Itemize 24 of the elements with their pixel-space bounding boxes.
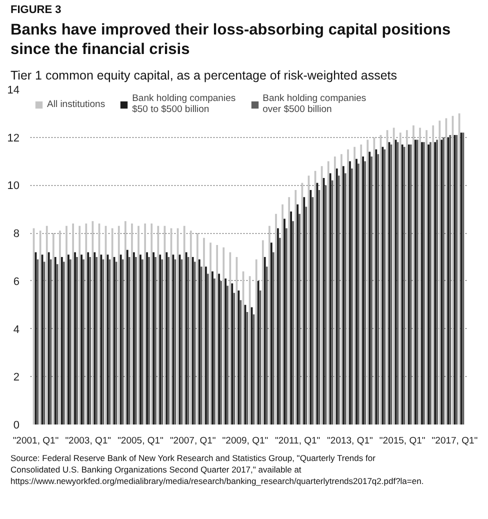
x-tick-label: "2015, Q1" xyxy=(379,436,426,446)
y-tick-label: 2 xyxy=(13,372,20,384)
y-tick-label: 14 xyxy=(7,84,20,96)
x-tick-label: "2001, Q1" xyxy=(12,436,59,446)
x-tick-label: "2017, Q1" xyxy=(432,436,478,446)
chart-title: Banks have improved their loss-absorbing capital positions since the financial crisis xyxy=(10,21,451,58)
y-tick-label: 6 xyxy=(13,276,20,288)
source-note: Source: Federal Reserve Bank of New York Research and Statistics Group, "Quarterly Trends for Consolidated U.S. Banking Organizations Second Quarter 2017," available at https://www.newyorkfed.org/medialibrary/media/research/banking_research/quarterlytrends2017q2.pdf?la=en. xyxy=(10,453,424,486)
x-tick-label: "2003, Q1" xyxy=(65,436,112,446)
x-tick-label: "2005, Q1" xyxy=(118,436,164,446)
legend-label: Bank holding companies over $500 billion xyxy=(262,93,366,115)
y-tick-label: 8 xyxy=(13,228,20,240)
y-tick-label: 0 xyxy=(13,420,20,432)
x-tick-label: "2007, Q1" xyxy=(170,436,216,446)
x-tick-label: "2011, Q1" xyxy=(275,436,320,446)
caption: FIGURE 3 xyxy=(10,4,62,16)
legend-label: All institutions xyxy=(47,98,106,110)
x-tick-label: "2009, Q1" xyxy=(222,436,268,446)
y-tick-label: 12 xyxy=(7,132,20,144)
y-tick-label: 4 xyxy=(13,324,20,336)
chart-subtitle: Tier 1 common equity capital, as a percentage of risk-weighted assets xyxy=(10,68,398,82)
legend-label: Bank holding companies $50 to $500 billion xyxy=(132,93,236,115)
x-tick-label: "2013, Q1" xyxy=(327,436,373,446)
y-tick-label: 10 xyxy=(7,180,20,192)
